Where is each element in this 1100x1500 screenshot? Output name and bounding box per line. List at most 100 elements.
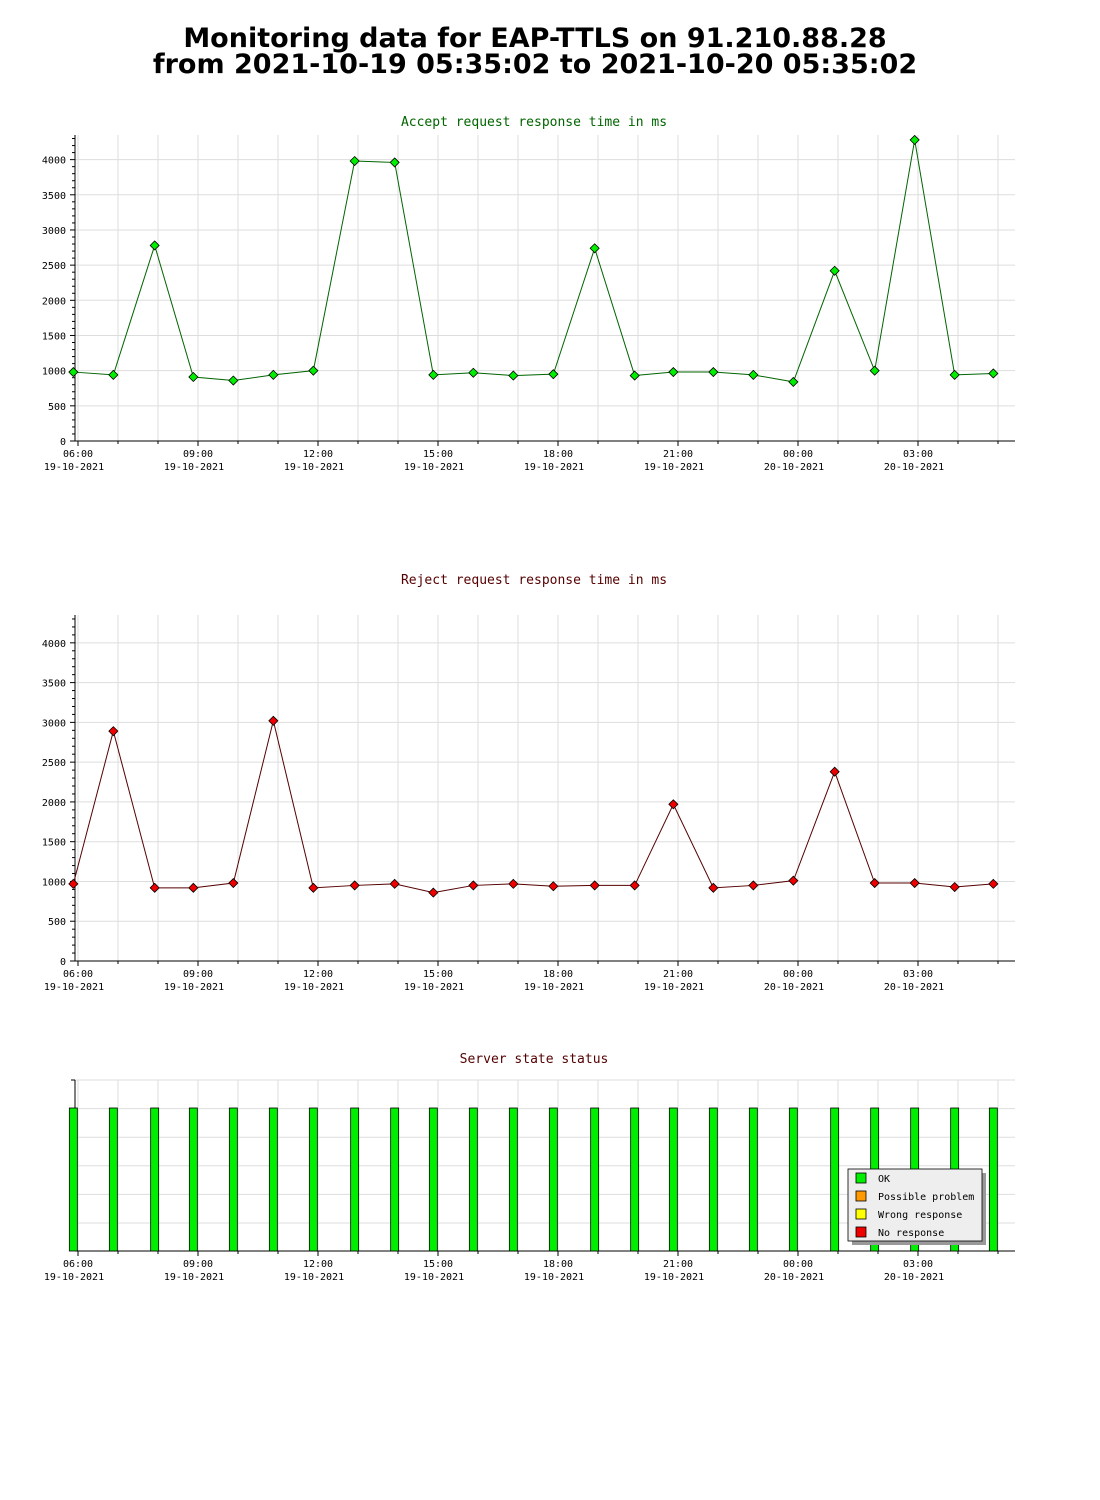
reject-data-point — [869, 877, 880, 889]
reject-y-tick-label: 4000 — [42, 639, 66, 650]
reject-data-point — [149, 882, 160, 893]
reject-y-tick-label: 0 — [60, 957, 66, 968]
reject-x-tick-label-date: 19-10-2021 — [164, 982, 224, 993]
reject-chart-title: Reject request response time in ms — [401, 573, 667, 588]
status-x-tick-label-time: 21:00 — [663, 1259, 693, 1270]
accept-data-point — [668, 366, 679, 378]
accept-data-point — [548, 369, 559, 380]
accept-data-point — [308, 365, 319, 376]
accept-x-tick-label-time: 15:00 — [423, 449, 453, 460]
reject-series-line — [72, 720, 994, 894]
accept-data-point — [788, 376, 799, 387]
reject-data-point — [829, 766, 840, 777]
accept-x-tick-label-date: 19-10-2021 — [524, 462, 584, 473]
reject-data-point — [949, 881, 960, 893]
accept-data-point — [268, 369, 279, 380]
accept-chart-title: Accept request response time in ms — [401, 115, 667, 130]
accept-x-tick-label-time: 09:00 — [183, 449, 213, 460]
reject-x-tick-label-time: 18:00 — [543, 969, 573, 980]
accept-data-point — [949, 369, 960, 380]
accept-y-tick-label: 4000 — [42, 156, 66, 167]
status-bar — [830, 1107, 840, 1252]
reject-y-tick-label: 3500 — [42, 679, 66, 690]
status-x-tick-label-time: 03:00 — [903, 1259, 933, 1270]
accept-x-tick-label-time: 21:00 — [663, 449, 693, 460]
reject-data-point — [468, 880, 479, 891]
accept-x-tick-label-date: 20-10-2021 — [884, 462, 944, 473]
reject-data-point — [708, 882, 719, 893]
accept-data-point — [149, 240, 160, 251]
reject-data-point — [349, 880, 360, 891]
reject-data-point — [428, 887, 439, 898]
accept-x-tick-label-time: 06:00 — [63, 449, 93, 460]
accept-data-point — [589, 243, 600, 254]
reject-x-tick-label-date: 19-10-2021 — [524, 982, 584, 993]
accept-data-point — [988, 368, 999, 379]
accept-y-tick-label: 2000 — [42, 296, 66, 307]
accept-data-point — [188, 371, 199, 383]
accept-x-tick-label-date: 19-10-2021 — [44, 462, 104, 473]
status-x-tick-label-time: 09:00 — [183, 1259, 213, 1270]
legend-swatch — [855, 1208, 867, 1220]
reject-y-tick-label: 1500 — [42, 838, 66, 849]
status-bar — [788, 1107, 798, 1252]
reject-y-tick-label: 500 — [48, 917, 66, 928]
status-bar — [590, 1107, 600, 1252]
reject-data-point — [228, 877, 239, 889]
status-bar — [708, 1107, 718, 1252]
status-bar — [390, 1107, 400, 1252]
reject-y-tick-label: 1000 — [42, 877, 66, 888]
accept-data-point — [349, 155, 360, 167]
accept-x-tick-label-time: 00:00 — [783, 449, 813, 460]
accept-data-point — [708, 366, 719, 378]
accept-data-point — [829, 265, 840, 276]
reject-data-point — [308, 882, 319, 893]
status-x-tick-label-time: 18:00 — [543, 1259, 573, 1270]
status-x-tick-label-date: 19-10-2021 — [404, 1272, 464, 1283]
status-chart-title: Server state status — [460, 1052, 609, 1067]
accept-data-point — [869, 365, 880, 376]
page-title-line-1: Monitoring data for EAP-TTLS on 91.210.8… — [183, 23, 887, 54]
reject-data-point — [909, 877, 920, 889]
reject-data-point — [788, 875, 799, 886]
status-bar — [468, 1107, 478, 1252]
status-bar — [630, 1107, 640, 1252]
status-bar — [308, 1107, 318, 1252]
legend-swatch — [855, 1226, 867, 1238]
accept-x-tick-label-time: 12:00 — [303, 449, 333, 460]
accept-data-point — [68, 366, 79, 378]
accept-data-point — [909, 134, 920, 145]
page-title: Monitoring data for EAP-TTLS on 91.210.8… — [0, 23, 1070, 80]
reject-y-tick-label: 3000 — [42, 718, 66, 729]
accept-data-point — [629, 370, 640, 381]
reject-x-tick-label-time: 06:00 — [63, 969, 93, 980]
reject-x-tick-label-time: 00:00 — [783, 969, 813, 980]
status-x-tick-label-time: 06:00 — [63, 1259, 93, 1270]
status-bar — [228, 1107, 238, 1252]
reject-y-tick-label: 2000 — [42, 798, 66, 809]
reject-x-tick-label-time: 03:00 — [903, 969, 933, 980]
status-x-tick-label-date: 19-10-2021 — [164, 1272, 224, 1283]
status-bar — [668, 1107, 678, 1252]
status-bar — [428, 1107, 438, 1252]
accept-x-tick-label-time: 18:00 — [543, 449, 573, 460]
accept-y-tick-label: 500 — [48, 402, 66, 413]
reject-data-point — [589, 880, 600, 891]
reject-data-point — [548, 881, 559, 892]
reject-x-tick-label-date: 19-10-2021 — [404, 982, 464, 993]
status-x-tick-label-date: 20-10-2021 — [764, 1272, 824, 1283]
status-x-tick-label-time: 12:00 — [303, 1259, 333, 1270]
accept-x-tick-label-date: 20-10-2021 — [764, 462, 824, 473]
reject-data-point — [508, 878, 519, 889]
reject-y-tick-label: 2500 — [42, 758, 66, 769]
accept-y-tick-label: 3500 — [42, 191, 66, 202]
status-bar — [548, 1107, 558, 1252]
status-x-tick-label-date: 19-10-2021 — [284, 1272, 344, 1283]
accept-y-tick-label: 1000 — [42, 367, 66, 378]
status-bar — [508, 1107, 518, 1252]
reject-x-tick-label-date: 20-10-2021 — [764, 982, 824, 993]
accept-series-line — [73, 139, 994, 383]
reject-data-point — [389, 878, 400, 889]
page-title-line-2: from 2021-10-19 05:35:02 to 2021-10-20 0… — [152, 49, 918, 80]
